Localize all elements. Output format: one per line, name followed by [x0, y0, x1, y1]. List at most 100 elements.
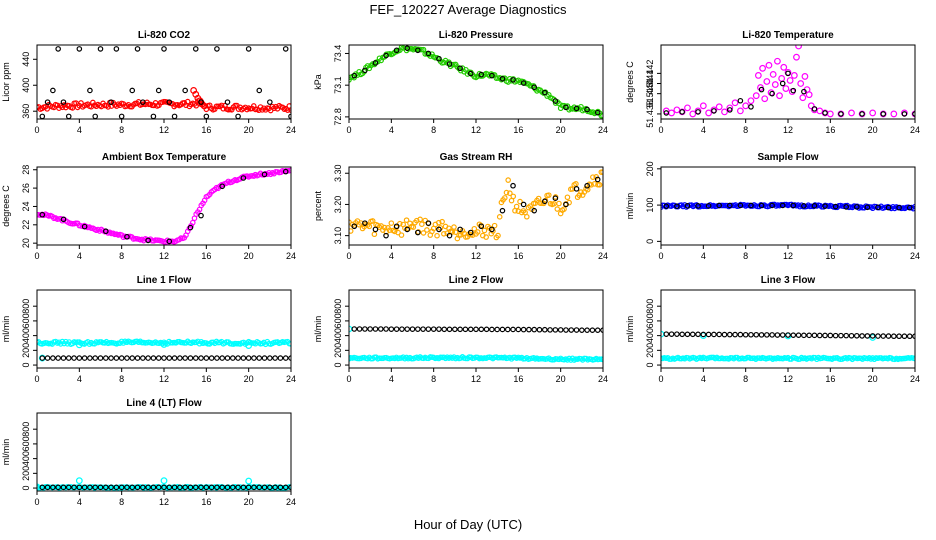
- data-point: [92, 355, 99, 361]
- x-tick-label: 8: [743, 374, 748, 384]
- x-tick-label: 24: [910, 251, 920, 261]
- data-point: [495, 232, 501, 239]
- plot-area: [661, 201, 915, 212]
- data-point: [494, 326, 500, 333]
- data-point: [890, 110, 898, 118]
- data-point: [439, 218, 445, 225]
- data-point: [60, 216, 67, 223]
- data-point: [731, 99, 739, 107]
- data-point: [848, 332, 855, 339]
- data-point: [510, 193, 517, 200]
- data-point: [267, 99, 273, 105]
- x-tick-label: 8: [431, 374, 436, 384]
- data-point: [134, 46, 141, 52]
- data-point: [504, 326, 511, 333]
- data-point: [822, 110, 828, 116]
- x-tick-label: 20: [556, 251, 566, 261]
- panel-title: Line 3 Flow: [761, 275, 816, 286]
- data-point: [795, 45, 802, 50]
- plot-frame: [348, 166, 604, 246]
- data-point: [182, 355, 188, 361]
- data-point: [161, 355, 167, 361]
- y-tick-label: 22: [21, 220, 31, 230]
- plot-frame: [348, 289, 604, 369]
- data-point: [552, 327, 559, 333]
- x-tick-label: 20: [556, 374, 566, 384]
- y-tick-label: 73.4: [333, 45, 343, 63]
- data-point: [214, 484, 220, 491]
- data-point: [520, 326, 527, 333]
- data-point: [573, 181, 579, 187]
- data-point: [282, 168, 289, 175]
- y-tick-label: 600: [21, 313, 31, 328]
- data-point: [446, 61, 453, 67]
- data-point: [732, 331, 738, 338]
- data-point: [71, 355, 77, 361]
- x-tick-label: 16: [201, 374, 211, 384]
- data-point: [811, 106, 818, 112]
- x-tick-label: 0: [34, 374, 39, 384]
- data-point: [351, 326, 358, 332]
- y-tick-label: 600: [21, 436, 31, 451]
- x-tick-label: 8: [743, 251, 748, 261]
- data-point: [349, 355, 352, 362]
- data-point: [573, 186, 580, 192]
- data-point: [594, 327, 601, 333]
- plot-area: [349, 169, 603, 242]
- data-point: [663, 110, 670, 116]
- data-point: [388, 220, 395, 226]
- data-point: [478, 71, 485, 78]
- x-tick-label: 12: [471, 374, 481, 384]
- data-point: [531, 84, 538, 91]
- x-tick-label: 16: [825, 125, 835, 135]
- panel-1: Li-820 CO2 Licor ppm 0 4 8 12 16 20 24 360 400 440: [1, 30, 296, 135]
- data-point: [118, 355, 125, 361]
- data-point: [436, 326, 442, 332]
- data-point: [864, 204, 871, 211]
- data-point: [753, 331, 760, 338]
- data-point: [362, 67, 368, 74]
- x-tick-label: 12: [159, 497, 169, 507]
- x-tick-label: 4: [389, 125, 394, 135]
- data-point: [661, 355, 664, 361]
- x-tick-label: 12: [159, 125, 169, 135]
- data-point: [759, 64, 766, 72]
- data-point: [763, 78, 771, 85]
- data-point: [556, 200, 562, 207]
- data-point: [541, 89, 548, 96]
- data-point: [261, 484, 268, 491]
- data-point: [457, 226, 463, 233]
- x-tick-label: 20: [244, 125, 254, 135]
- data-point: [349, 228, 354, 234]
- data-point: [748, 331, 754, 338]
- plot-area: [349, 45, 603, 119]
- data-point: [843, 204, 850, 210]
- data-point: [160, 477, 168, 485]
- panel-6: Sample Flow ml/min 0 4 8 12 16 20 24 0 100 200: [625, 152, 920, 261]
- data-point: [87, 87, 93, 94]
- data-point: [721, 331, 728, 338]
- data-point: [420, 326, 426, 332]
- data-point: [457, 65, 463, 72]
- data-point: [404, 226, 411, 233]
- plot-area: [661, 330, 915, 363]
- data-point: [859, 111, 865, 117]
- data-point: [896, 333, 902, 340]
- data-point: [684, 331, 691, 338]
- data-point: [711, 331, 717, 338]
- data-point: [398, 232, 405, 238]
- data-point: [891, 333, 897, 340]
- y-tick-label: 3.30: [333, 164, 343, 182]
- data-point: [822, 332, 828, 339]
- y-tick-label: 0: [21, 486, 31, 491]
- data-point: [219, 484, 226, 491]
- data-point: [277, 484, 284, 491]
- data-point: [790, 87, 797, 94]
- data-point: [906, 333, 913, 340]
- y-tick-label: 600: [333, 313, 343, 328]
- data-point: [425, 326, 432, 332]
- data-point: [166, 484, 173, 491]
- panel-8: Line 2 Flow ml/min 0 4 8 12 16 20 24 0 20040060080…: [313, 275, 608, 384]
- y-axis-label: ml/min: [1, 439, 11, 466]
- data-point: [510, 77, 516, 83]
